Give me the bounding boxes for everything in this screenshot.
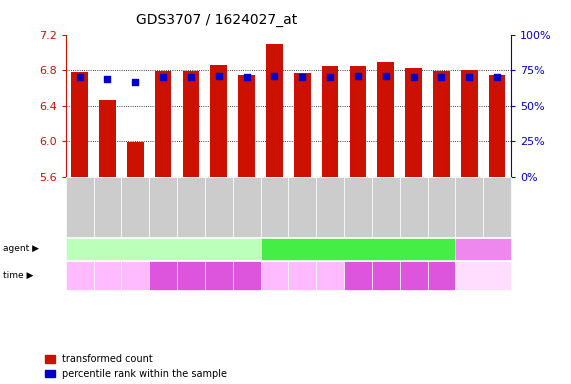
Text: time ▶: time ▶ — [3, 271, 33, 280]
Text: GSM455234: GSM455234 — [159, 184, 168, 230]
Bar — [155, 71, 171, 177]
Point — [493, 74, 502, 80]
Text: 240
min: 240 min — [239, 265, 254, 285]
Point — [214, 73, 223, 79]
Text: GSM455231: GSM455231 — [75, 184, 84, 230]
Point — [325, 74, 335, 80]
Text: 150
min: 150 min — [379, 265, 393, 285]
Bar — [99, 100, 116, 177]
Bar — [322, 66, 339, 177]
Point — [381, 73, 391, 79]
Text: agent ▶: agent ▶ — [3, 244, 39, 253]
Text: GSM455233: GSM455233 — [131, 184, 140, 230]
Text: 210
min: 210 min — [211, 265, 226, 285]
Text: GSM455245: GSM455245 — [465, 184, 474, 230]
Bar — [127, 142, 144, 177]
Text: humidified air: humidified air — [127, 244, 199, 254]
Text: ethanol: ethanol — [338, 244, 377, 254]
Text: GSM455237: GSM455237 — [242, 184, 251, 230]
Point — [159, 74, 168, 80]
Text: GSM455232: GSM455232 — [103, 184, 112, 230]
Text: GSM455242: GSM455242 — [381, 184, 391, 230]
Text: GDS3707 / 1624027_at: GDS3707 / 1624027_at — [136, 13, 297, 27]
Text: 90
min: 90 min — [323, 265, 337, 285]
Text: untreated: untreated — [457, 244, 509, 254]
Bar — [266, 44, 283, 177]
Bar — [210, 65, 227, 177]
Point — [437, 74, 446, 80]
Text: 240
min: 240 min — [434, 265, 449, 285]
Text: 210
min: 210 min — [407, 265, 421, 285]
Text: GSM455239: GSM455239 — [297, 184, 307, 230]
Point — [297, 74, 307, 80]
Point — [131, 79, 140, 85]
Bar — [489, 74, 505, 177]
Bar — [183, 71, 199, 177]
Text: 30
min: 30 min — [73, 265, 87, 285]
Bar — [294, 73, 311, 177]
Legend: transformed count, percentile rank within the sample: transformed count, percentile rank withi… — [45, 354, 227, 379]
Point — [103, 76, 112, 82]
Text: 120
min: 120 min — [156, 265, 170, 285]
Text: GSM455240: GSM455240 — [325, 184, 335, 230]
Point — [242, 74, 251, 80]
Bar — [71, 72, 88, 177]
Text: GSM455246: GSM455246 — [493, 184, 502, 230]
Text: 90
min: 90 min — [128, 265, 143, 285]
Point — [409, 74, 418, 80]
Text: 60
min: 60 min — [100, 265, 115, 285]
Point — [353, 73, 363, 79]
Point — [465, 74, 474, 80]
Text: GSM455235: GSM455235 — [186, 184, 195, 230]
Text: 120
min: 120 min — [351, 265, 365, 285]
Text: control: control — [467, 270, 500, 280]
Bar — [238, 74, 255, 177]
Text: GSM455238: GSM455238 — [270, 184, 279, 230]
Text: 60
min: 60 min — [295, 265, 309, 285]
Point — [186, 74, 195, 80]
Text: GSM455236: GSM455236 — [214, 184, 223, 230]
Text: 150
min: 150 min — [184, 265, 198, 285]
Text: 30
min: 30 min — [267, 265, 282, 285]
Bar — [349, 66, 367, 177]
Text: GSM455241: GSM455241 — [353, 184, 363, 230]
Text: GSM455243: GSM455243 — [409, 184, 418, 230]
Point — [270, 73, 279, 79]
Bar — [405, 68, 422, 177]
Bar — [433, 71, 450, 177]
Bar — [461, 70, 477, 177]
Point — [75, 74, 84, 80]
Text: GSM455244: GSM455244 — [437, 184, 446, 230]
Bar — [377, 62, 394, 177]
